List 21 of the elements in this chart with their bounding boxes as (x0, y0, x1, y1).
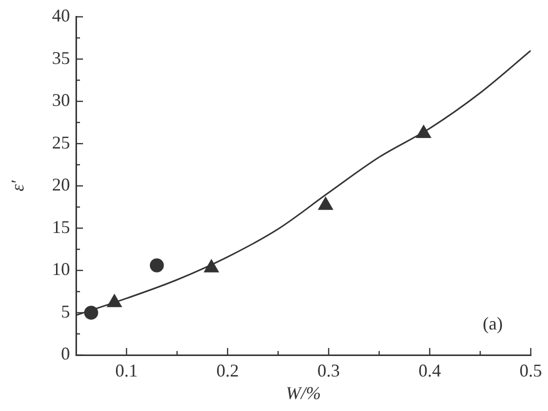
y-tick-label: 25 (52, 132, 70, 152)
y-tick-label: 0 (61, 344, 70, 364)
y-tick-label: 20 (52, 174, 70, 195)
x-tick-label: 0.2 (216, 360, 239, 381)
y-tick-label: 5 (61, 301, 70, 322)
y-tick-label: 35 (52, 48, 70, 68)
x-tick-label: 0.3 (317, 360, 340, 381)
y-tick-label: 10 (52, 259, 70, 280)
y-tick-label: 40 (52, 6, 70, 26)
point (416, 124, 432, 138)
point (106, 294, 122, 308)
y-tick-label: 30 (52, 90, 70, 110)
y-tick-label: 15 (52, 216, 70, 237)
x-tick-label: 0.5 (520, 360, 542, 381)
x-axis-title: W/% (286, 382, 321, 403)
x-tick-label: 0.1 (115, 360, 138, 381)
point (318, 196, 334, 210)
annotation: (a) (482, 314, 503, 334)
x-tick-label: 0.4 (418, 360, 441, 381)
y-axis-title: ε′ (8, 179, 28, 192)
point (204, 258, 220, 272)
